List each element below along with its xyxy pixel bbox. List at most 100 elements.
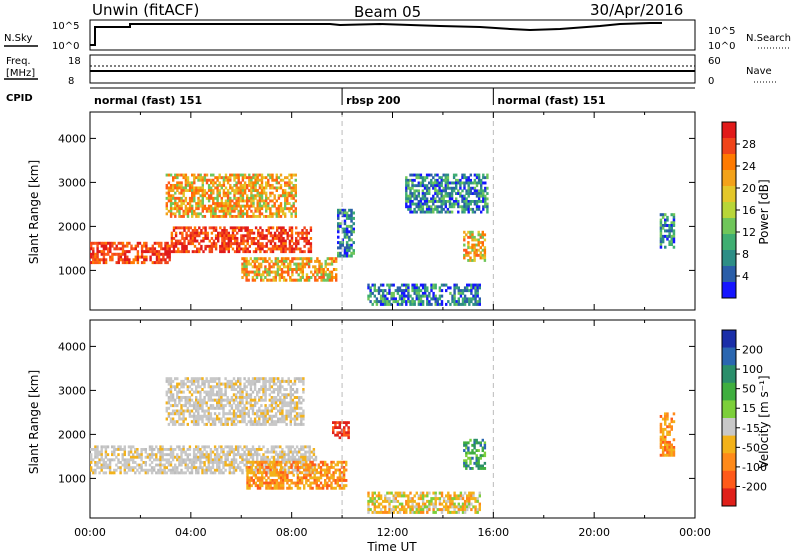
heatmap-cell [233, 229, 237, 232]
heatmap-cell [169, 209, 173, 213]
heatmap-cell [237, 186, 240, 190]
heatmap-cell [288, 194, 291, 198]
heatmap-cell [182, 202, 185, 205]
heatmap-cell [268, 409, 271, 413]
heatmap-cell [250, 176, 253, 180]
heatmap-cell [207, 385, 210, 389]
heatmap-cell [309, 229, 313, 232]
heatmap-cell [92, 247, 95, 251]
heatmap-cell [334, 421, 337, 424]
heatmap-cell [465, 459, 468, 463]
heatmap-cell [253, 278, 257, 282]
heatmap-cell [260, 191, 264, 195]
heatmap-cell [290, 189, 293, 192]
heatmap-cell [216, 455, 219, 459]
heatmap-cell [471, 467, 474, 470]
heatmap-cell [104, 471, 108, 475]
heatmap-cell [477, 233, 480, 237]
heatmap-cell [430, 173, 433, 177]
heatmap-cell [294, 212, 297, 216]
heatmap-cell [246, 481, 249, 485]
heatmap-cell [167, 458, 171, 462]
heatmap-cell [243, 404, 246, 408]
heatmap-cell [253, 396, 257, 399]
heatmap-cell [172, 250, 176, 254]
heatmap-cell [269, 207, 272, 211]
heatmap-cell [379, 508, 383, 512]
heatmap-cell [252, 173, 255, 177]
heatmap-cell [172, 237, 176, 240]
heatmap-cell [398, 289, 402, 293]
heatmap-cell [246, 471, 249, 475]
heatmap-cell [184, 461, 187, 464]
heatmap-cell [246, 237, 249, 240]
heatmap-cell [197, 178, 200, 182]
heatmap-cell [162, 258, 165, 262]
heatmap-cell [265, 202, 268, 205]
heatmap-cell [241, 414, 244, 418]
heatmap-cell [467, 243, 470, 247]
heatmap-cell [179, 250, 182, 254]
heatmap-cell [339, 243, 342, 247]
heatmap-cell [180, 191, 183, 195]
heatmap-cell [148, 455, 152, 459]
heatmap-cell [291, 270, 294, 274]
heatmap-cell [217, 239, 220, 243]
heatmap-cell [459, 186, 462, 190]
heatmap-cell [438, 176, 441, 180]
heatmap-cell [169, 450, 173, 454]
heatmap-cell [484, 197, 487, 201]
heatmap-cell [326, 471, 329, 475]
heatmap-cell [283, 393, 286, 397]
heatmap-cell [143, 261, 146, 265]
heatmap-cell [471, 235, 474, 239]
heatmap-cell [330, 273, 334, 277]
heatmap-cell [672, 420, 676, 424]
heatmap-cell [231, 229, 235, 232]
heatmap-cell [281, 468, 284, 472]
heatmap-cell [313, 466, 316, 469]
heatmap-cell [168, 247, 171, 251]
heatmap-cell [467, 259, 470, 262]
heatmap-cell [211, 450, 215, 454]
heatmap-cell [203, 194, 207, 198]
heatmap-cell [390, 499, 393, 503]
heatmap-cell [226, 212, 230, 216]
heatmap-cell [216, 382, 219, 386]
heatmap-cell [256, 455, 259, 459]
heatmap-cell [341, 227, 344, 231]
heatmap-cell [216, 461, 219, 464]
heatmap-cell [477, 253, 480, 257]
heatmap-cell [186, 212, 190, 216]
heatmap-cell [123, 448, 126, 451]
heatmap-cell [272, 406, 276, 410]
heatmap-cell [188, 471, 192, 475]
heatmap-cell [279, 398, 282, 402]
heatmap-cell [195, 468, 198, 472]
heatmap-cell [222, 461, 225, 464]
heatmap-cell [279, 207, 283, 211]
heatmap-cell [121, 241, 125, 245]
heatmap-cell [94, 450, 97, 454]
heatmap-cell [220, 471, 223, 475]
heatmap-cell [343, 222, 347, 226]
heatmap-cell [228, 401, 231, 405]
heatmap-cell [224, 463, 227, 467]
heatmap-cell [113, 448, 116, 451]
heatmap-cell [293, 409, 297, 413]
heatmap-cell [277, 209, 281, 213]
heatmap-cell [672, 245, 676, 249]
heatmap-cell [295, 453, 299, 457]
heatmap-cell [228, 450, 231, 454]
heatmap-cell [119, 255, 123, 259]
heatmap-cell [465, 441, 468, 445]
heatmap-cell [286, 481, 289, 485]
heatmap-cell [245, 265, 248, 269]
heatmap-cell [244, 250, 247, 254]
heatmap-cell [246, 247, 249, 251]
heatmap-cell [415, 205, 418, 209]
heatmap-cell [169, 184, 173, 187]
heatmap-cell [293, 455, 297, 459]
heatmap-cell [413, 178, 416, 182]
heatmap-cell [317, 463, 321, 467]
